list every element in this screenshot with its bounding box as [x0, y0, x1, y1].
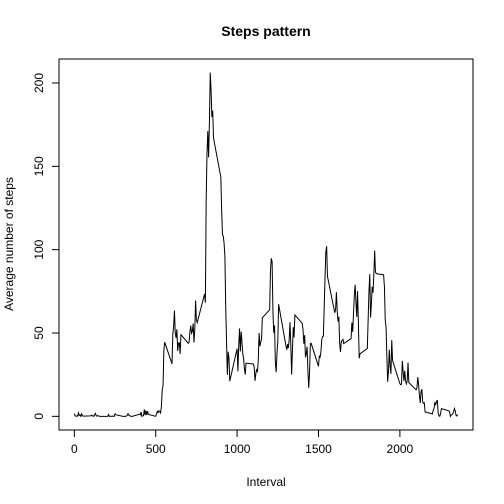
y-tick-label: 50 — [32, 326, 46, 340]
x-tick-label: 2000 — [387, 442, 414, 456]
x-tick-label: 500 — [146, 442, 166, 456]
y-tick-label: 150 — [32, 156, 46, 176]
plot-box — [58, 58, 474, 431]
y-tick-label: 100 — [32, 239, 46, 259]
y-axis-label: Average number of steps — [2, 177, 16, 311]
y-tick-label: 0 — [32, 413, 46, 420]
x-tick-label: 1500 — [305, 442, 332, 456]
chart-title: Steps pattern — [221, 23, 310, 39]
line — [73, 72, 459, 418]
x-tick-label: 0 — [71, 442, 78, 456]
x-axis-label: Interval — [246, 475, 285, 489]
x-tick-label: 1000 — [224, 442, 251, 456]
y-tick-label: 200 — [32, 73, 46, 93]
